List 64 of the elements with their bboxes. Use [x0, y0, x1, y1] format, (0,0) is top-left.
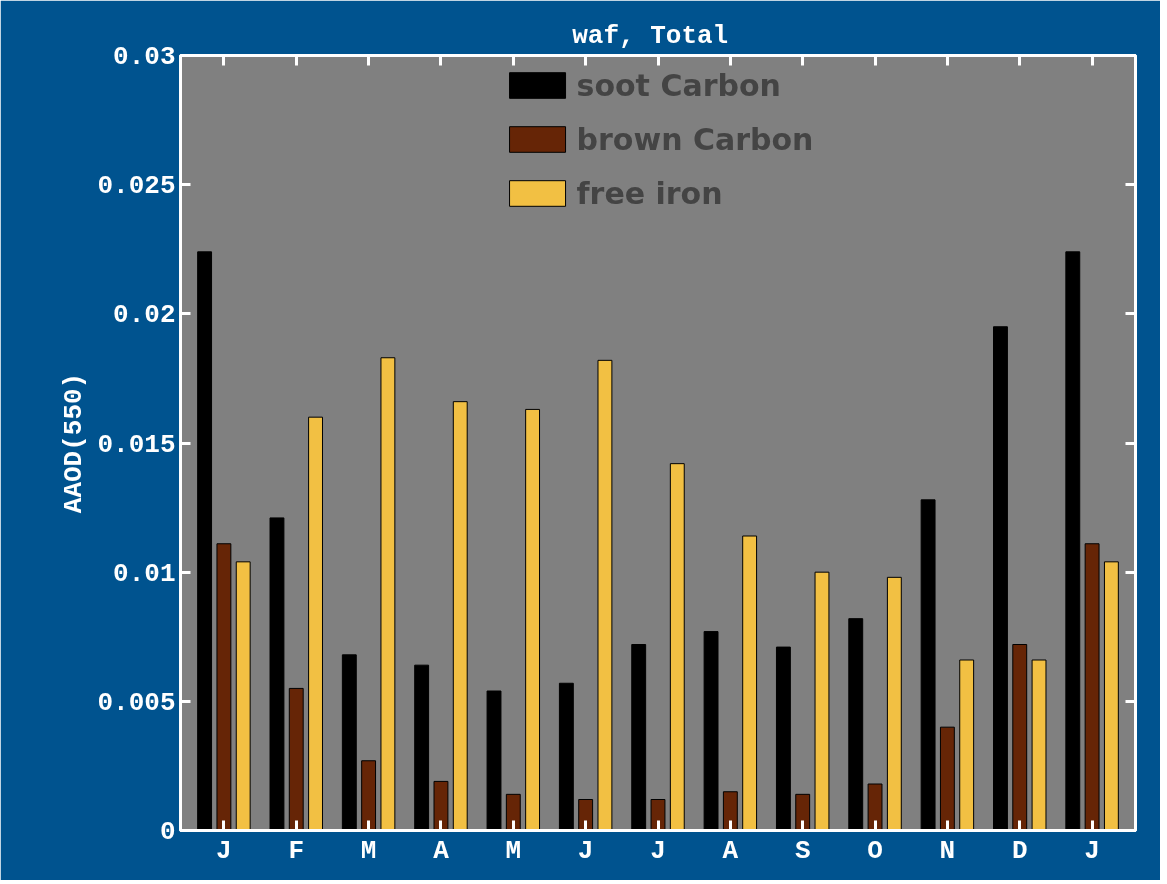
x-tick-label: N [939, 835, 956, 866]
x-tick-label: F [288, 835, 305, 866]
bar [920, 499, 936, 831]
bar [722, 791, 738, 831]
bar [650, 799, 666, 831]
bar [505, 793, 521, 831]
x-tick-label: J [1084, 835, 1100, 866]
bar [1065, 251, 1081, 831]
x-tick-label: M [505, 835, 522, 866]
bar [703, 631, 719, 831]
bar [235, 561, 251, 831]
bar [775, 646, 791, 831]
bar [216, 543, 232, 831]
bar [597, 359, 613, 831]
bar [269, 517, 285, 831]
x-tick-label: A [722, 835, 739, 866]
x-tick-label: O [867, 835, 883, 866]
bar [452, 401, 468, 831]
bar [1012, 644, 1028, 831]
x-tick-label: S [794, 835, 811, 866]
x-tick-label: M [360, 835, 377, 866]
x-tick-label: A [433, 835, 450, 866]
bar [578, 799, 594, 831]
x-tick-label: J [650, 835, 666, 866]
bar [814, 571, 830, 831]
bar [742, 535, 758, 831]
legend-label: brown Carbon [576, 120, 814, 159]
bar [525, 408, 541, 831]
x-tick-label: J [577, 835, 594, 866]
y-tick-label: 0 [159, 817, 176, 847]
bar [669, 463, 685, 831]
bar [288, 687, 304, 831]
bar [848, 618, 864, 831]
bar [631, 644, 647, 831]
bar [197, 251, 213, 831]
bar [867, 783, 883, 831]
bar [1084, 543, 1100, 831]
x-tick-label: J [216, 835, 232, 866]
y-tick-label: 0.025 [97, 171, 176, 202]
bar [1103, 561, 1119, 831]
bar [558, 682, 574, 831]
bar [993, 326, 1008, 831]
bar [1031, 659, 1047, 831]
legend-label: free iron [576, 174, 723, 213]
bar [433, 780, 449, 831]
bar [886, 576, 902, 831]
bar [939, 726, 955, 831]
x-tick-label: D [1011, 835, 1028, 866]
bar [486, 690, 502, 831]
bar [414, 664, 430, 831]
bar [341, 654, 357, 831]
y-axis-title: AAOD(550) [59, 372, 90, 514]
y-tick-label: 0.02 [113, 300, 176, 331]
y-tick-label: 0.03 [113, 42, 176, 72]
y-tick-label: 0.005 [97, 687, 176, 718]
y-tick-label: 0.01 [113, 558, 176, 589]
legend-label: soot Carbon [576, 66, 781, 105]
chart-title: waf, Total [572, 20, 729, 51]
bar [361, 760, 377, 831]
bar [795, 793, 811, 831]
bar [959, 659, 975, 831]
bar [380, 357, 396, 831]
bar [308, 416, 323, 831]
y-tick-label: 0.015 [97, 429, 176, 460]
